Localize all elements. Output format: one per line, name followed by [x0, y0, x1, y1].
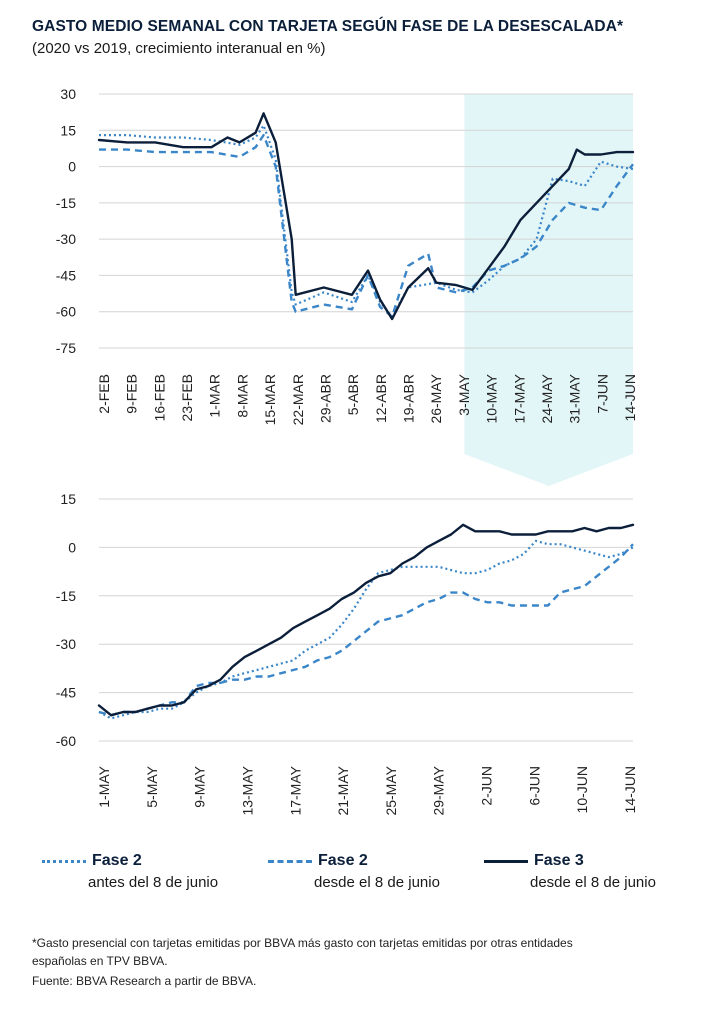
x-tick-label: 14-JUN [622, 766, 638, 813]
chart-canvas: 30 15 0 -15 -30 -45 -60 -75 2-FEB 9-FEB 16-FEB 23-F… [56, 86, 638, 816]
x-tick-label: 1-MAR [207, 374, 223, 418]
y-tick-label: 30 [60, 86, 76, 102]
x-tick-label: 16-FEB [151, 374, 167, 421]
x-tick-label: 29-ABR [317, 374, 333, 423]
x-tick-label: 14-JUN [622, 374, 638, 421]
legend-name: Fase 2 [318, 852, 368, 869]
x-tick-label: 6-JUN [526, 766, 542, 806]
footnote-line: Fuente: BBVA Research a partir de BBVA. [32, 974, 257, 988]
legend-desc: desde el 8 de junio [530, 874, 656, 891]
x-tick-label: 24-MAY [539, 373, 555, 423]
footnote-line: españolas en TPV BBVA. [32, 954, 168, 968]
zoom-chart: 15 0 -15 -30 -45 -60 1-MAY 5-MAY 9-MAY 13-MAY 17-M… [56, 491, 638, 816]
chart-title: GASTO MEDIO SEMANAL CON TARJETA SEGÚN FA… [32, 18, 624, 35]
legend-name: Fase 3 [534, 852, 584, 869]
legend-name: Fase 2 [92, 852, 142, 869]
x-tick-label: 31-MAY [567, 373, 583, 423]
x-tick-label: 5-MAY [144, 765, 160, 807]
y-tick-label: 0 [68, 159, 76, 175]
legend-item-fase2-desde: Fase 2 desde el 8 de junio [268, 852, 440, 891]
legend-swatch-solid [484, 859, 528, 863]
y-tick-label: -30 [56, 231, 76, 247]
y-tick-label: -15 [56, 195, 76, 211]
x-tick-label: 13-MAY [239, 765, 255, 815]
x-tick-label: 8-MAR [234, 374, 250, 418]
footnote: *Gasto presencial con tarjetas emitidas … [32, 934, 692, 990]
x-tick-label: 25-MAY [383, 765, 399, 815]
y-tick-label: -30 [56, 636, 76, 652]
x-tick-label: 26-MAY [428, 373, 444, 423]
x-tick-label: 17-MAY [511, 373, 527, 423]
x-tick-label: 19-ABR [401, 374, 417, 423]
y-tick-label: -45 [56, 685, 76, 701]
x-tick-label: 21-MAY [335, 765, 351, 815]
x-tick-label: 7-JUN [594, 374, 610, 414]
legend-item-fase3: Fase 3 desde el 8 de junio [484, 852, 656, 891]
legend-desc: antes del 8 de junio [88, 874, 219, 891]
y-tick-label: -45 [56, 267, 76, 283]
series-line-fase3 [97, 523, 635, 717]
y-tick-label: -60 [56, 304, 76, 320]
y-tick-label: -15 [56, 588, 76, 604]
y-tick-label: 15 [60, 491, 76, 507]
x-tick-label: 17-MAY [287, 765, 303, 815]
series-line-fase2_desde [98, 543, 634, 717]
x-tick-label: 29-MAY [431, 765, 447, 815]
x-tick-label: 9-MAY [192, 765, 208, 807]
y-tick-label: -60 [56, 733, 76, 749]
y-tick-label: 0 [68, 539, 76, 555]
legend-swatch-dashed [268, 859, 312, 863]
x-tick-label: 2-FEB [96, 374, 112, 414]
x-tick-label: 3-MAY [456, 373, 472, 415]
x-tick-label: 9-FEB [124, 374, 140, 414]
main-chart: 30 15 0 -15 -30 -45 -60 -75 2-FEB 9-FEB 16-FEB 23-F… [56, 86, 638, 486]
y-tick-label: 15 [60, 122, 76, 138]
series-line-fase3 [97, 112, 635, 321]
legend-item-fase2-antes: Fase 2 antes del 8 de junio [42, 852, 218, 891]
y-tick-label: -75 [56, 340, 76, 356]
x-tick-label: 23-FEB [179, 374, 195, 421]
chart-subtitle: (2020 vs 2019, crecimiento interanual en… [32, 40, 326, 57]
legend-desc: desde el 8 de junio [314, 874, 440, 891]
x-tick-label: 5-ABR [345, 374, 361, 415]
x-tick-label: 15-MAR [262, 374, 278, 425]
x-tick-label: 22-MAR [290, 374, 306, 425]
highlight-region [464, 94, 633, 486]
series-line-fase2_desde [99, 133, 634, 318]
series-line-fase2_antes [98, 539, 634, 720]
x-tick-label: 10-MAY [484, 373, 500, 423]
x-tick-label: 10-JUN [574, 766, 590, 813]
legend-swatch-dotted [42, 859, 86, 863]
x-tick-label: 2-JUN [479, 766, 495, 806]
x-tick-label: 12-ABR [373, 374, 389, 423]
x-tick-label: 1-MAY [96, 765, 112, 807]
footnote-line: *Gasto presencial con tarjetas emitidas … [32, 936, 573, 950]
